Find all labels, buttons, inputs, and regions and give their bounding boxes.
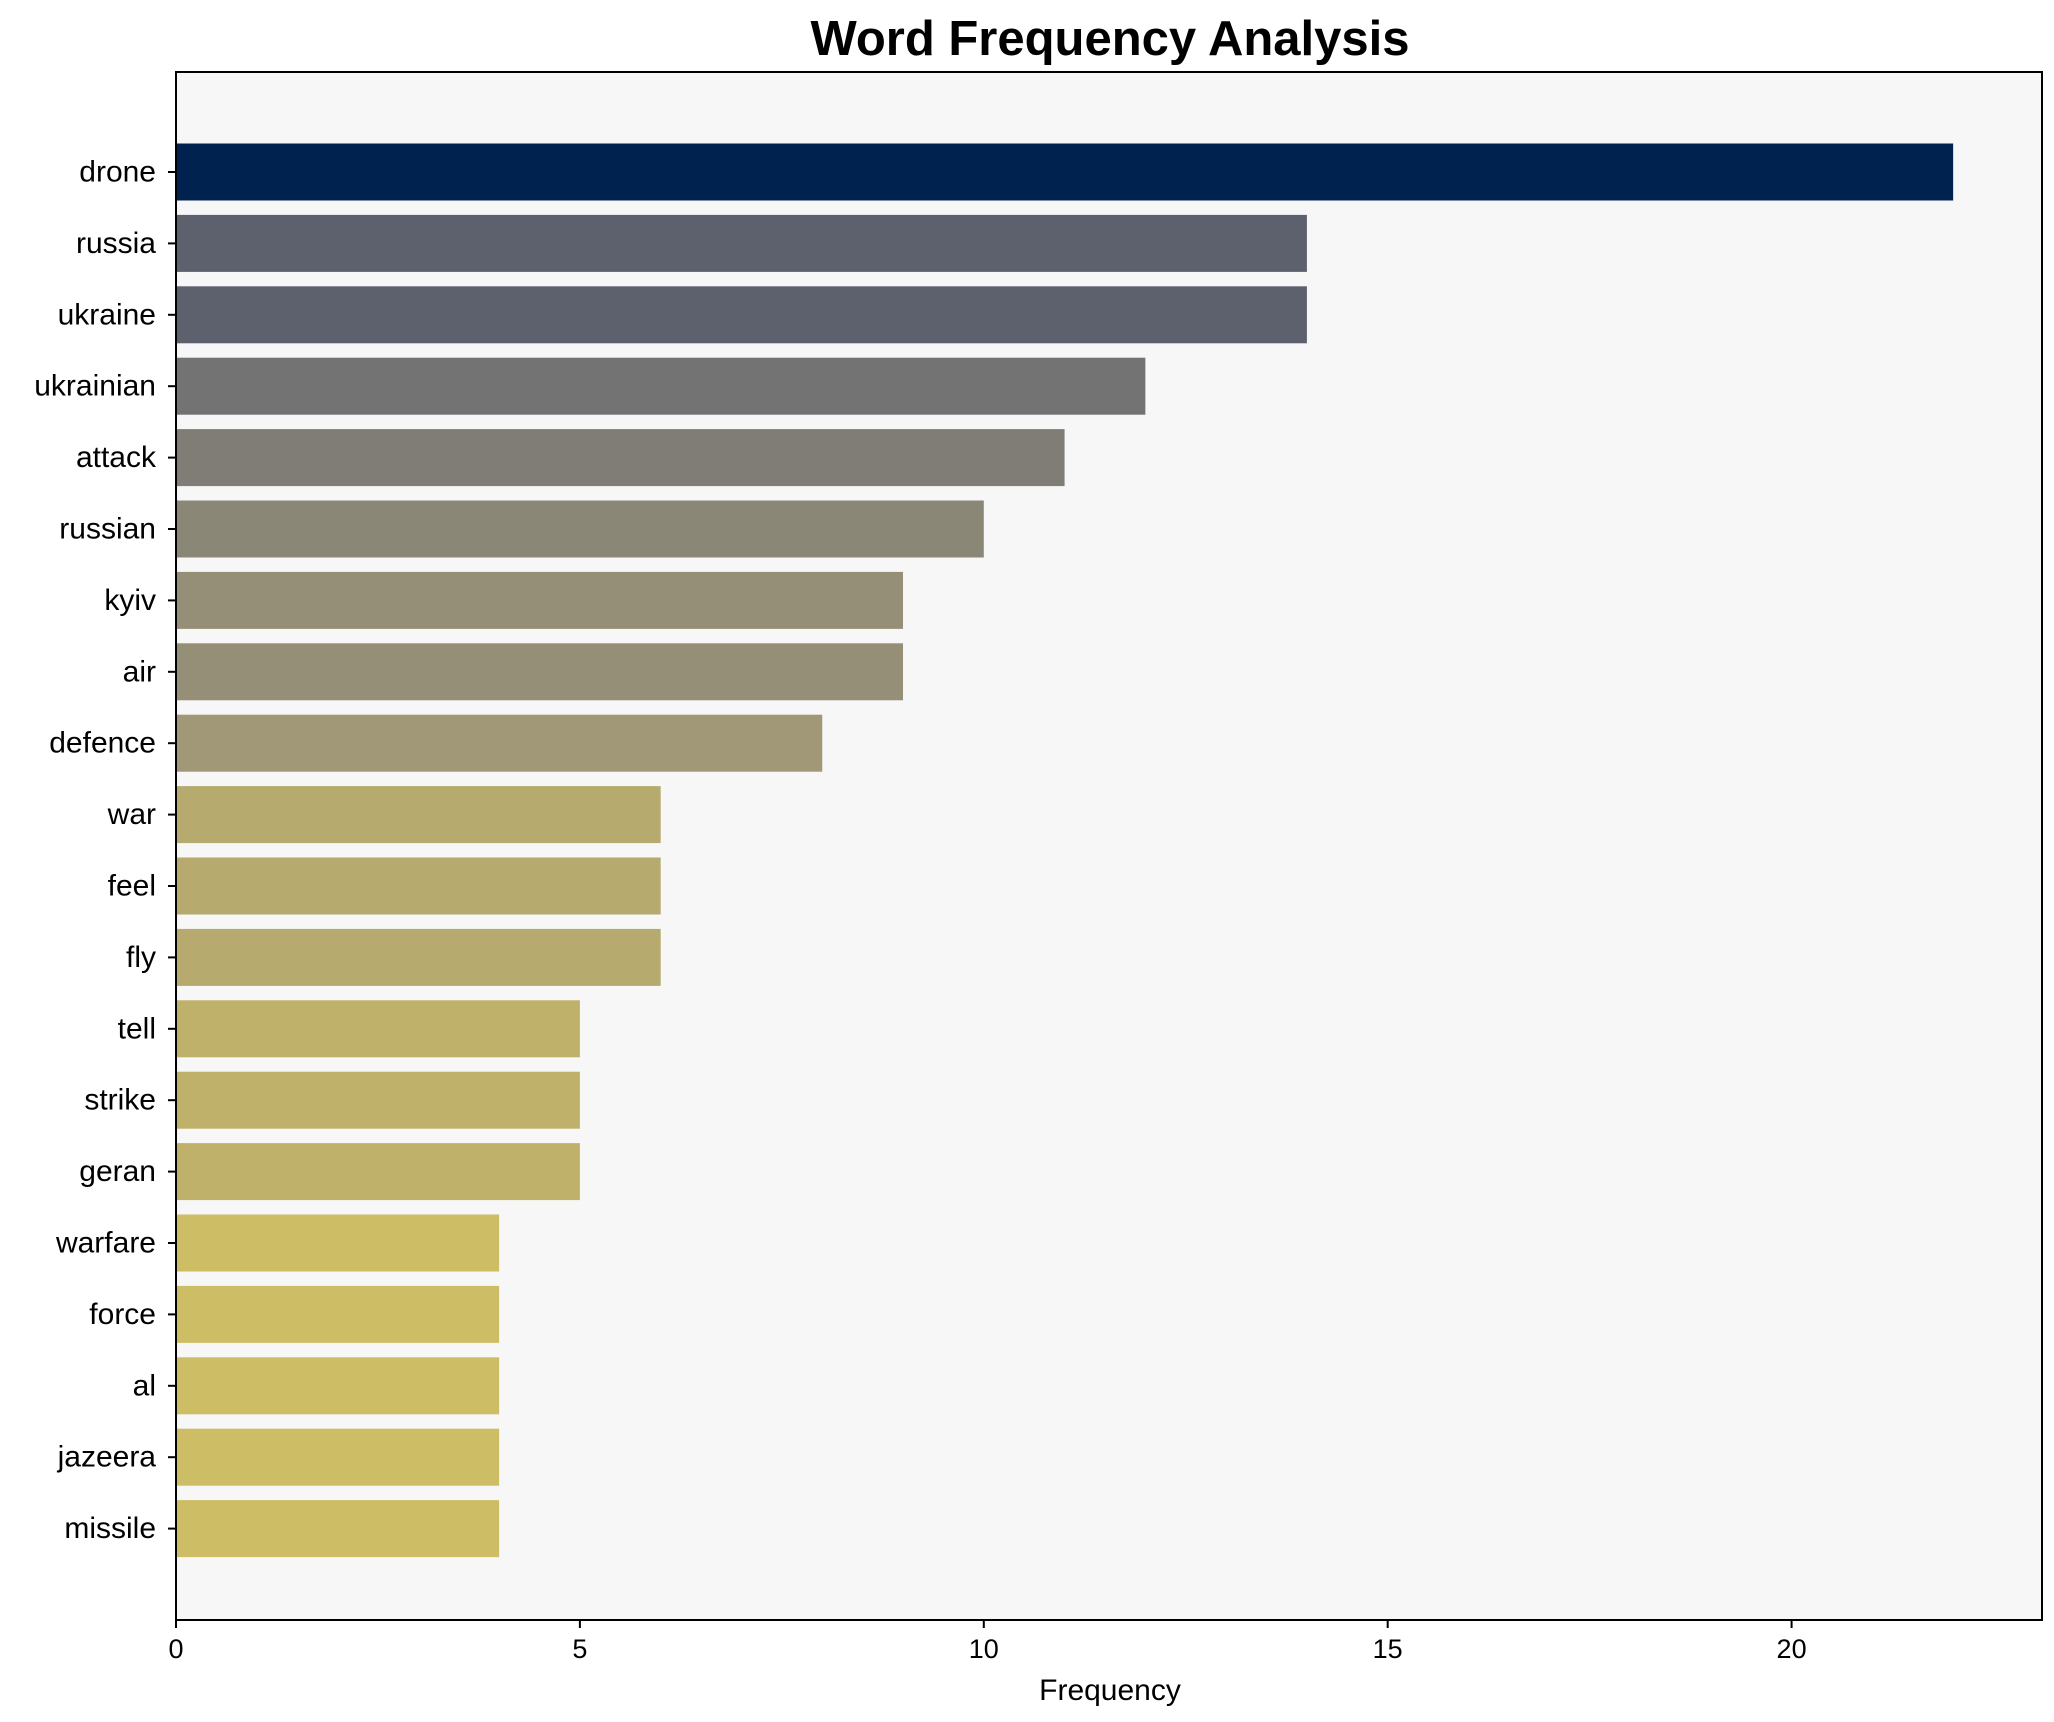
y-tick-label: attack	[76, 441, 157, 474]
plot-frame	[175, 71, 2043, 1621]
y-tick-label: strike	[84, 1084, 156, 1117]
bar-feel	[176, 857, 661, 915]
y-tick-label: war	[107, 798, 156, 831]
y-tick-label: missile	[64, 1512, 156, 1545]
y-tick-label: al	[133, 1369, 156, 1402]
y-tick-label: feel	[108, 870, 156, 903]
y-tick-label: geran	[79, 1155, 156, 1188]
y-axis: drone russia ukraine ukrainian attack russian…	[34, 156, 176, 1545]
x-tick-label: 5	[572, 1634, 587, 1664]
bar-strike	[176, 1071, 580, 1129]
x-tick-label: 0	[168, 1634, 183, 1664]
bar-war	[176, 786, 661, 844]
y-tick-label: jazeera	[57, 1441, 157, 1474]
x-axis-label: Frequency	[1039, 1674, 1181, 1707]
chart-title: Word Frequency Analysis	[810, 12, 1409, 66]
bar-geran	[176, 1143, 580, 1201]
y-tick-label: ukraine	[58, 298, 156, 331]
x-tick-label: 15	[1373, 1634, 1403, 1664]
bar-ukrainian	[176, 357, 1146, 415]
y-tick-label: defence	[49, 727, 156, 760]
bar-defence	[176, 714, 823, 772]
bar-force	[176, 1285, 500, 1343]
y-tick-label: fly	[126, 941, 156, 974]
bar-drone	[176, 143, 1954, 201]
x-tick-label: 10	[969, 1634, 999, 1664]
bar-jazeera	[176, 1428, 500, 1486]
y-tick-label: tell	[118, 1012, 156, 1045]
bar-ukraine	[176, 286, 1307, 344]
bar-air	[176, 643, 904, 701]
y-tick-label: warfare	[55, 1227, 156, 1260]
y-tick-label: air	[123, 655, 156, 688]
y-tick-label: ukrainian	[34, 370, 156, 403]
y-tick-label: russia	[76, 227, 156, 260]
y-tick-label: drone	[79, 156, 156, 189]
bar-warfare	[176, 1214, 500, 1272]
x-axis: 0 5 10 15 20	[168, 1620, 1807, 1664]
y-tick-label: russian	[59, 513, 156, 546]
y-tick-label: kyiv	[104, 584, 156, 617]
bar-fly	[176, 928, 661, 986]
bar-kyiv	[176, 571, 904, 629]
bar-russian	[176, 500, 984, 558]
x-tick-label: 20	[1777, 1634, 1807, 1664]
bar-missile	[176, 1500, 500, 1558]
bar-tell	[176, 1000, 580, 1058]
bar-al	[176, 1357, 500, 1415]
bar-attack	[176, 429, 1065, 487]
y-tick-label: force	[89, 1298, 156, 1331]
bars-layer	[176, 143, 1954, 1558]
bar-russia	[176, 214, 1307, 272]
